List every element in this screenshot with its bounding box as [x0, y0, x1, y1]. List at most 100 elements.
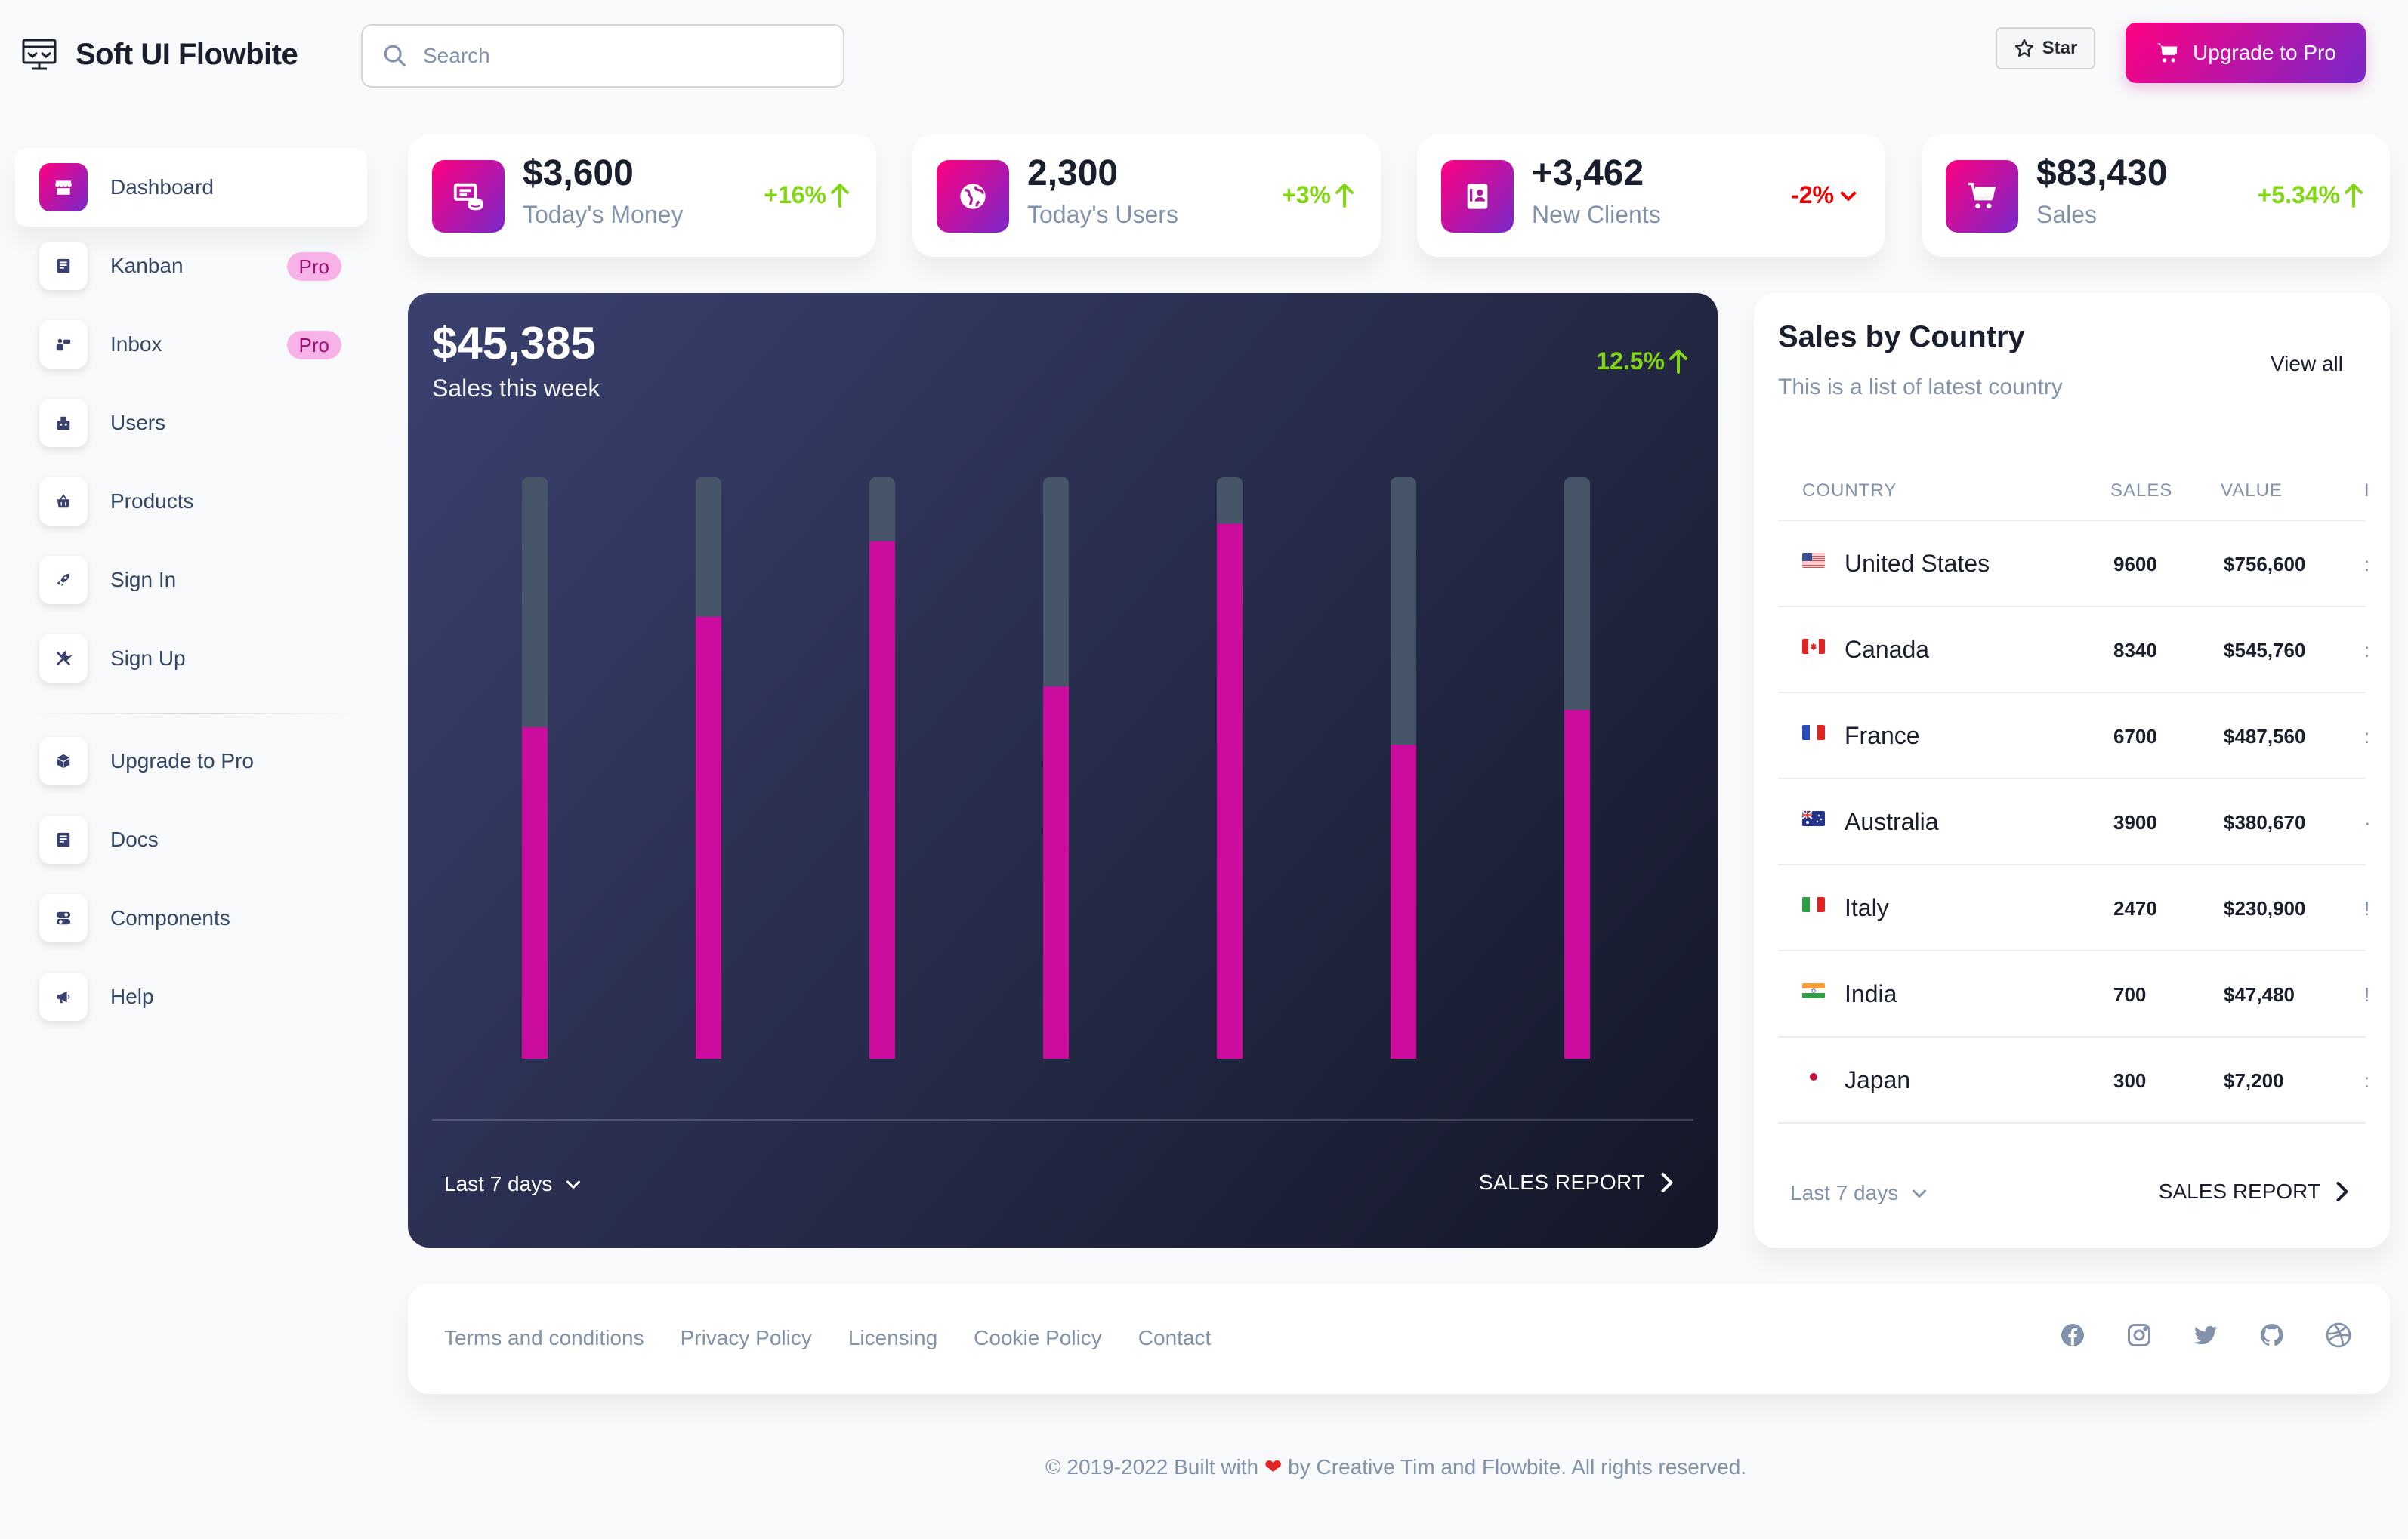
heart-icon: ❤ [1264, 1455, 1283, 1479]
stat-label: Today's Money [523, 201, 684, 228]
footer-link-licensing[interactable]: Licensing [847, 1326, 938, 1349]
arrow-up-icon [1669, 349, 1687, 374]
brand-logo-icon [22, 39, 57, 70]
brand[interactable]: Soft UI Flowbite [21, 33, 298, 76]
table-row: Canada 8340 $545,760 : [1778, 607, 2369, 693]
docs-icon [39, 816, 88, 864]
country-more: ! [2364, 983, 2370, 1006]
sidebar-item-sign-in[interactable]: Sign In [15, 541, 367, 619]
copyright-before: © 2019-2022 Built with [1045, 1455, 1259, 1479]
sidebar-item-label: Sign Up [110, 646, 186, 670]
table-header-value: VALUE [2221, 480, 2283, 501]
country-sales: 6700 [2113, 725, 2157, 748]
sidebar-item-sign-up[interactable]: Sign Up [15, 619, 367, 698]
sidebar-item-kanban[interactable]: Kanban Pro [15, 227, 367, 305]
sidebar-item-label: Kanban [110, 254, 184, 277]
twitter-icon[interactable] [2192, 1322, 2219, 1349]
footer-link-privacy[interactable]: Privacy Policy [680, 1326, 812, 1349]
facebook-icon[interactable] [2059, 1322, 2086, 1349]
country-more: : [2364, 553, 2370, 575]
bar[interactable] [522, 727, 548, 1059]
brand-name: Soft UI Flowbite [76, 37, 298, 71]
sales-change: 12.5% [1596, 347, 1687, 375]
arrow-up-icon [1335, 183, 1354, 208]
instagram-icon[interactable] [2126, 1322, 2153, 1349]
chart-range-dropdown[interactable]: Last 7 days [444, 1172, 582, 1196]
arrow-up-icon [2345, 183, 2363, 208]
chart-report-label: SALES REPORT [1478, 1170, 1645, 1194]
sales-bar-chart [522, 477, 1590, 1059]
stat-label: Today's Users [1027, 201, 1178, 228]
chevron-down-icon [1913, 1189, 1927, 1198]
sidebar-item-docs[interactable]: Docs [15, 800, 367, 879]
flag-au-icon [1802, 811, 1825, 826]
copyright: © 2019-2022 Built with ❤ by Creative Tim… [1045, 1454, 1746, 1479]
sidebar-item-label: Products [110, 489, 194, 513]
stat-card-users: 2,300 Today's Users +3% [912, 134, 1381, 257]
stat-value: $83,430 [2036, 153, 2168, 193]
footer-link-contact[interactable]: Contact [1138, 1326, 1212, 1349]
table-row: India 700 $47,480 ! [1778, 951, 2370, 1038]
country-sales: 8340 [2113, 639, 2157, 662]
sidebar-item-label: Components [110, 906, 230, 930]
chevron-right-icon [1661, 1172, 1673, 1193]
stat-change-value: +5.34% [2257, 181, 2340, 208]
chart-range-label: Last 7 days [444, 1172, 553, 1195]
country-sales: 9600 [2113, 553, 2157, 575]
flag-in-icon [1802, 983, 1825, 998]
sidebar-item-users[interactable]: Users [15, 384, 367, 462]
country-range-dropdown[interactable]: Last 7 days [1790, 1181, 1928, 1205]
search-input[interactable] [423, 44, 816, 68]
sidebar-item-label: Dashboard [110, 175, 214, 199]
sidebar-item-dashboard[interactable]: Dashboard [15, 148, 367, 227]
table-header-sales: SALES [2110, 480, 2173, 501]
sidebar-item-inbox[interactable]: Inbox Pro [15, 305, 367, 384]
github-icon[interactable] [2258, 1322, 2286, 1349]
box-icon [39, 737, 88, 785]
sales-total: $45,385 [432, 318, 596, 369]
footer-link-terms[interactable]: Terms and conditions [444, 1326, 644, 1349]
chart-divider [432, 1119, 1693, 1121]
search-box[interactable] [361, 24, 844, 88]
chart-sales-report-link[interactable]: SALES REPORT [1479, 1170, 1675, 1195]
sidebar-item-help[interactable]: Help [15, 958, 367, 1036]
stat-value: +3,462 [1532, 153, 1644, 193]
bar[interactable] [1564, 710, 1590, 1059]
country-more: : [2364, 725, 2370, 748]
sidebar-item-label: Users [110, 411, 166, 434]
country-report-label: SALES REPORT [2158, 1180, 2320, 1203]
stat-change: +16% [764, 181, 849, 209]
country-value: $47,480 [2224, 983, 2295, 1006]
flag-jp-icon [1802, 1069, 1825, 1084]
stat-value: 2,300 [1027, 153, 1119, 193]
sales-by-country-card: Sales by Country This is a list of lates… [1754, 293, 2390, 1248]
bar[interactable] [696, 616, 721, 1059]
footer-link-cookie[interactable]: Cookie Policy [974, 1326, 1102, 1349]
bar[interactable] [869, 541, 895, 1059]
stat-change: -2% [1791, 181, 1858, 209]
sidebar-item-products[interactable]: Products [15, 462, 367, 541]
sales-chart-card: $45,385 Sales this week 12.5% Last 7 day… [408, 293, 1718, 1248]
bar[interactable] [1217, 523, 1243, 1059]
sidebar-item-upgrade-to-pro[interactable]: Upgrade to Pro [15, 722, 367, 800]
flag-us-icon [1802, 553, 1825, 568]
view-all-link[interactable]: View all [2271, 352, 2343, 375]
star-label: Star [2042, 38, 2078, 58]
dribbble-icon[interactable] [2325, 1322, 2352, 1349]
country-sales-report-link[interactable]: SALES REPORT [2159, 1180, 2351, 1204]
bar[interactable] [1391, 745, 1416, 1059]
stat-card-sales: $83,430 Sales +5.34% [1922, 134, 2390, 257]
sidebar-item-components[interactable]: Components [15, 879, 367, 958]
star-button[interactable]: Star [1996, 27, 2095, 69]
country-value: $380,670 [2224, 811, 2306, 834]
stat-change-value: +3% [1282, 181, 1331, 208]
upgrade-to-pro-button[interactable]: Upgrade to Pro [2126, 23, 2366, 83]
chevron-down-icon [1840, 191, 1857, 201]
bar[interactable] [1043, 686, 1069, 1059]
document-icon [39, 242, 88, 290]
country-name: Japan [1845, 1066, 1911, 1093]
stat-label: Sales [2036, 201, 2098, 228]
chevron-right-icon [2336, 1181, 2348, 1202]
arrow-up-icon [831, 183, 849, 208]
chevron-down-icon [566, 1180, 581, 1189]
